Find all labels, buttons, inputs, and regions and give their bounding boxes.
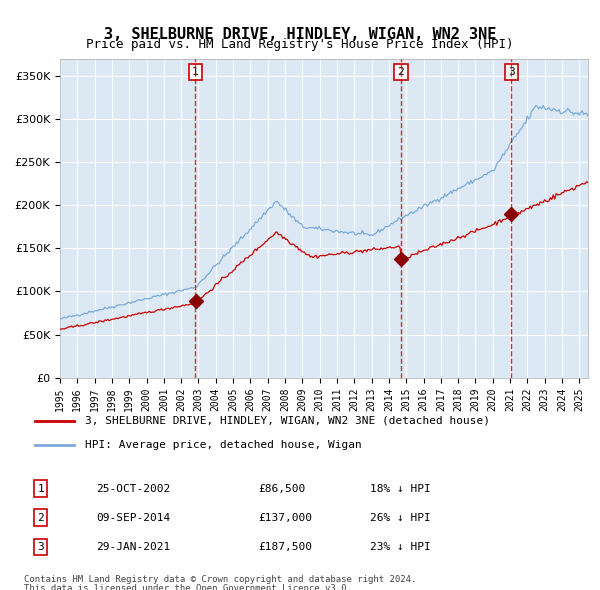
Text: 2: 2 <box>397 67 404 77</box>
Text: £86,500: £86,500 <box>259 484 305 493</box>
Text: HPI: Average price, detached house, Wigan: HPI: Average price, detached house, Wiga… <box>85 441 362 450</box>
Text: This data is licensed under the Open Government Licence v3.0.: This data is licensed under the Open Gov… <box>24 584 352 590</box>
Text: 1: 1 <box>37 484 44 493</box>
Text: £187,500: £187,500 <box>259 542 313 552</box>
Text: 29-JAN-2021: 29-JAN-2021 <box>97 542 171 552</box>
Text: 1: 1 <box>192 67 199 77</box>
Text: 3, SHELBURNE DRIVE, HINDLEY, WIGAN, WN2 3NE: 3, SHELBURNE DRIVE, HINDLEY, WIGAN, WN2 … <box>104 27 496 41</box>
Text: 23% ↓ HPI: 23% ↓ HPI <box>370 542 431 552</box>
Text: 26% ↓ HPI: 26% ↓ HPI <box>370 513 431 523</box>
Text: 3, SHELBURNE DRIVE, HINDLEY, WIGAN, WN2 3NE (detached house): 3, SHELBURNE DRIVE, HINDLEY, WIGAN, WN2 … <box>85 416 490 425</box>
Text: 2: 2 <box>37 513 44 523</box>
Text: Price paid vs. HM Land Registry's House Price Index (HPI): Price paid vs. HM Land Registry's House … <box>86 38 514 51</box>
Text: 25-OCT-2002: 25-OCT-2002 <box>97 484 171 493</box>
Text: 3: 3 <box>37 542 44 552</box>
Text: 18% ↓ HPI: 18% ↓ HPI <box>370 484 431 493</box>
Text: Contains HM Land Registry data © Crown copyright and database right 2024.: Contains HM Land Registry data © Crown c… <box>24 575 416 584</box>
Text: £137,000: £137,000 <box>259 513 313 523</box>
Text: 3: 3 <box>508 67 515 77</box>
Text: 09-SEP-2014: 09-SEP-2014 <box>97 513 171 523</box>
